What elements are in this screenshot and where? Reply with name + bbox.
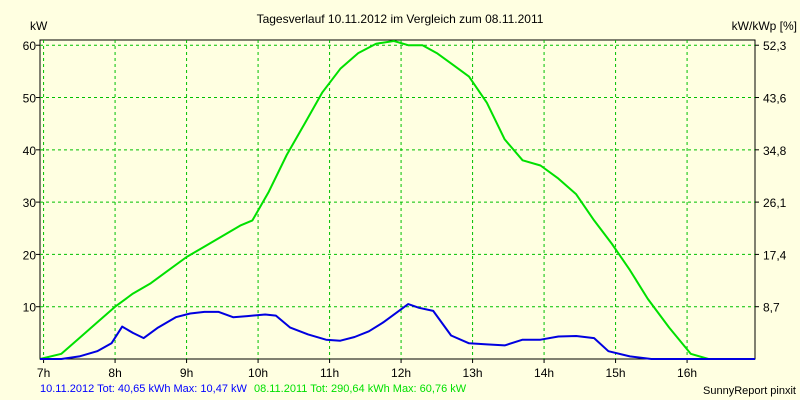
y-tick-label-left: 10 — [23, 301, 37, 315]
x-tick-label: 15h — [606, 366, 626, 380]
series-line-08.11.2011 — [39, 40, 755, 360]
x-tick-label: 10h — [248, 366, 268, 380]
y-tick-label-left: 30 — [23, 196, 37, 210]
y-tick-label-left: 50 — [23, 92, 37, 106]
plot-area — [39, 39, 756, 360]
y-tick-label-right: 17,4 — [763, 248, 787, 262]
x-tick-label: 13h — [463, 366, 483, 380]
y-axis-left: 10 20 30 40 50 60 — [23, 39, 40, 315]
y-tick-label-right: 8,7 — [763, 301, 780, 315]
x-tick-label: 16h — [677, 366, 697, 380]
x-axis: 7h 8h 9h 10h 11h 12h 13h 14h 15h 16h — [37, 359, 697, 380]
y-tick-label-right: 43,6 — [763, 92, 787, 106]
chart-title: Tagesverlauf 10.11.2012 im Vergleich zum… — [257, 12, 544, 26]
left-axis-unit: kW — [30, 19, 48, 33]
y-tick-label-left: 40 — [23, 144, 37, 158]
footer-2012-stats: 10.11.2012 Tot: 40,65 kWh Max: 10,47 kW — [40, 383, 247, 395]
footer-credit: SunnyReport pinxit — [703, 385, 796, 397]
x-tick-label: 12h — [391, 366, 411, 380]
y-tick-label-right: 34,8 — [763, 144, 787, 158]
y-tick-label-right: 26,1 — [763, 196, 787, 210]
footer-2011-stats: 08.11.2011 Tot: 290,64 kWh Max: 60,76 kW — [254, 383, 467, 395]
series-line-10.11.2012 — [40, 303, 755, 360]
y-tick-label-left: 60 — [23, 39, 37, 53]
y-tick-label-right: 52,3 — [763, 39, 787, 53]
y-axis-right: 8,7 17,4 26,1 34,8 43,6 52,3 — [755, 39, 787, 315]
x-tick-label: 8h — [108, 366, 121, 380]
footer-legend: 10.11.2012 Tot: 40,65 kWh Max: 10,47 kW … — [40, 383, 467, 395]
x-tick-label: 7h — [37, 366, 50, 380]
x-tick-label: 11h — [320, 366, 339, 380]
x-tick-label: 14h — [534, 366, 554, 380]
right-axis-unit: kW/kWp [%] — [732, 19, 797, 33]
series-lines — [39, 40, 755, 360]
x-tick-label: 9h — [180, 366, 193, 380]
y-tick-label-left: 20 — [23, 248, 37, 262]
